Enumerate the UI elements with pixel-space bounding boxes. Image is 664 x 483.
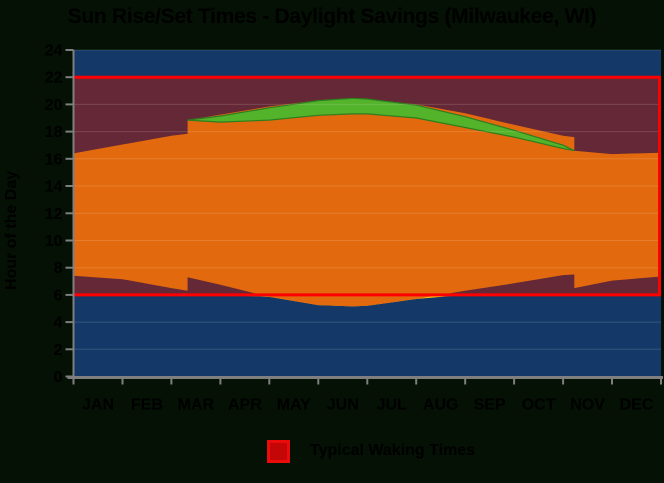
x-tick-label-jul: JUL	[377, 397, 407, 414]
y-tick-label-0: 0	[54, 369, 63, 386]
y-tick-label-14: 14	[45, 179, 63, 196]
y-tick-label-8: 8	[54, 260, 63, 277]
x-tick-label-nov: NOV	[570, 397, 605, 414]
x-tick-label-mar: MAR	[178, 397, 215, 414]
legend: Typical Waking Times	[267, 438, 475, 464]
y-tick-label-20: 20	[45, 97, 63, 114]
x-tick-label-apr: APR	[228, 397, 262, 414]
x-tick-label-may: MAY	[277, 397, 311, 414]
x-tick-label-feb: FEB	[131, 397, 163, 414]
x-tick-label-oct: OCT	[522, 397, 556, 414]
y-tick-label-12: 12	[45, 206, 63, 223]
y-tick-label-16: 16	[45, 151, 63, 168]
legend-marker-waking-times-icon	[267, 439, 290, 463]
y-tick-label-6: 6	[54, 287, 63, 304]
x-tick-label-dec: DEC	[620, 397, 654, 414]
x-tick-label-jun: JUN	[327, 397, 359, 414]
area-daylight	[73, 98, 661, 307]
y-tick-label-2: 2	[54, 342, 63, 359]
chart-title: Sun Rise/Set Times - Daylight Savings (M…	[67, 5, 597, 28]
legend-label: Typical Waking Times	[310, 442, 476, 459]
x-tick-label-jan: JAN	[82, 397, 114, 414]
y-tick-label-24: 24	[45, 43, 63, 60]
y-tick-label-4: 4	[54, 315, 63, 332]
y-tick-label-18: 18	[45, 124, 63, 141]
y-tick-label-22: 22	[45, 70, 63, 87]
x-tick-label-aug: AUG	[423, 397, 459, 414]
x-tick-label-sep: SEP	[474, 397, 506, 414]
area-dst-evening-bonus	[187, 97, 575, 152]
y-tick-label-10: 10	[45, 233, 63, 250]
